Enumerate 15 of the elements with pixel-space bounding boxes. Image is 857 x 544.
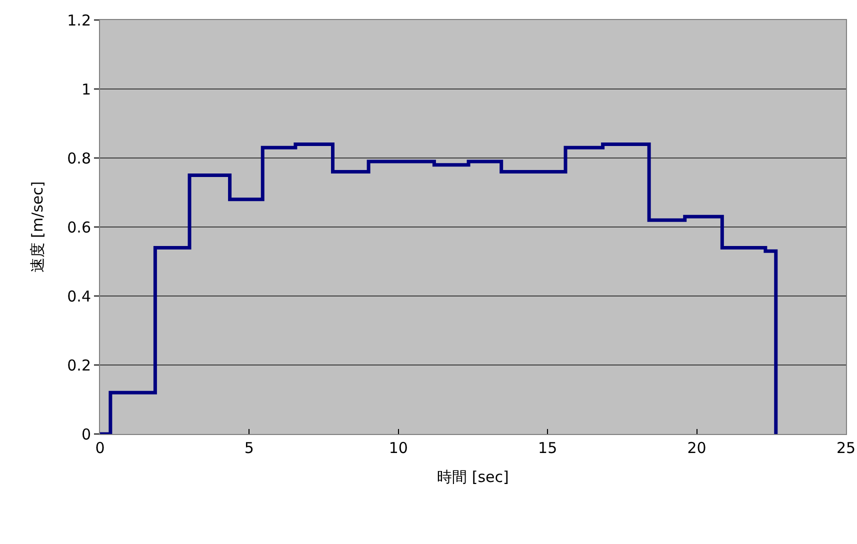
x-tick-label: 5 xyxy=(244,439,254,457)
y-axis-title: 速度 [m/sec] xyxy=(28,181,46,273)
y-tick-label: 0.2 xyxy=(67,356,91,374)
y-tick-label: 1 xyxy=(81,80,91,98)
x-axis-title: 時間 [sec] xyxy=(437,468,509,486)
x-tick-label: 20 xyxy=(687,439,706,457)
y-tick-label: 0.8 xyxy=(67,149,91,168)
y-tick-label: 1.2 xyxy=(67,11,91,30)
y-tick-label: 0.4 xyxy=(67,287,91,306)
x-tick-label: 25 xyxy=(836,439,856,457)
x-tick-label: 10 xyxy=(388,439,408,457)
x-tick-label: 15 xyxy=(538,439,558,457)
y-tick-label: 0 xyxy=(81,425,91,444)
x-tick-label: 0 xyxy=(95,439,105,457)
y-tick-label: 0.6 xyxy=(67,218,91,236)
